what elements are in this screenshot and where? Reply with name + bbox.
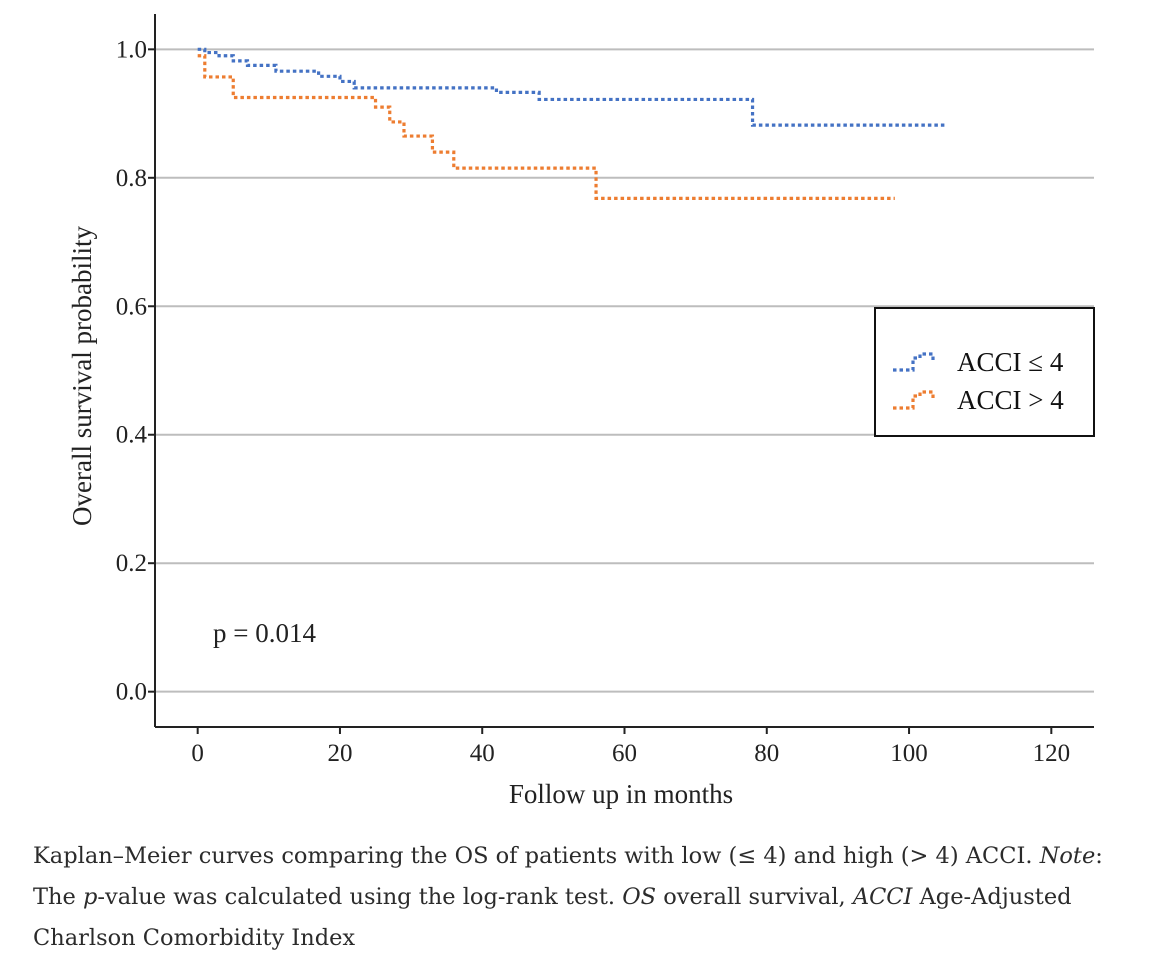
x-tick-label: 0 <box>191 740 204 767</box>
y-axis-title: Overall survival probability <box>67 226 97 526</box>
caption-os-abbr: OS <box>622 884 657 910</box>
figure-caption: Kaplan–Meier curves comparing the OS of … <box>33 836 1143 959</box>
legend-swatch-acci-high <box>893 390 935 410</box>
legend: ACCI ≤ 4 ACCI > 4 <box>874 307 1095 437</box>
y-tick-label: 0.2 <box>116 550 147 577</box>
x-tick-label: 120 <box>1033 740 1071 767</box>
y-tick-label: 1.0 <box>116 36 147 63</box>
caption-p-label: p <box>82 884 98 910</box>
x-tick-label: 80 <box>754 740 779 767</box>
x-tick-label: 100 <box>890 740 928 767</box>
x-tick-label: 20 <box>327 740 352 767</box>
legend-label-acci-high: ACCI > 4 <box>957 385 1064 415</box>
caption-note-label: Note <box>1039 843 1096 869</box>
caption-text: Kaplan–Meier curves comparing the OS of … <box>33 843 1040 869</box>
y-tick-label: 0.0 <box>116 679 147 706</box>
x-tick-label: 40 <box>470 740 495 767</box>
caption-acci-abbr: ACCI <box>852 884 913 910</box>
y-tick-labels: 0.0 0.2 0.4 0.6 0.8 1.0 <box>116 36 155 706</box>
legend-label-acci-low: ACCI ≤ 4 <box>957 347 1064 377</box>
caption-text: overall survival, <box>656 884 853 910</box>
x-tick-labels: 0 20 40 60 80 100 120 <box>191 727 1070 767</box>
x-tick-label: 60 <box>612 740 637 767</box>
gridlines <box>155 48 1094 693</box>
legend-box <box>874 307 1095 437</box>
survival-curve-acci-high <box>197 54 895 200</box>
kaplan-meier-chart: 0.0 0.2 0.4 0.6 0.8 1.0 0 20 40 60 80 100 120 Follo… <box>67 14 1095 809</box>
survival-curve-acci-low <box>197 47 945 127</box>
y-tick-label: 0.4 <box>116 422 148 449</box>
x-axis-title: Follow up in months <box>509 779 733 809</box>
legend-swatch-acci-low <box>893 352 935 372</box>
caption-text: : The <box>33 843 1103 910</box>
survival-curves <box>197 47 945 200</box>
p-value-annotation: p = 0.014 <box>213 618 316 648</box>
y-tick-label: 0.6 <box>116 293 147 320</box>
caption-text: Age-Adjusted Charlson Comorbidity Index <box>33 884 1072 951</box>
y-tick-label: 0.8 <box>116 165 147 192</box>
caption-text: -value was calculated using the log-rank… <box>97 884 623 910</box>
